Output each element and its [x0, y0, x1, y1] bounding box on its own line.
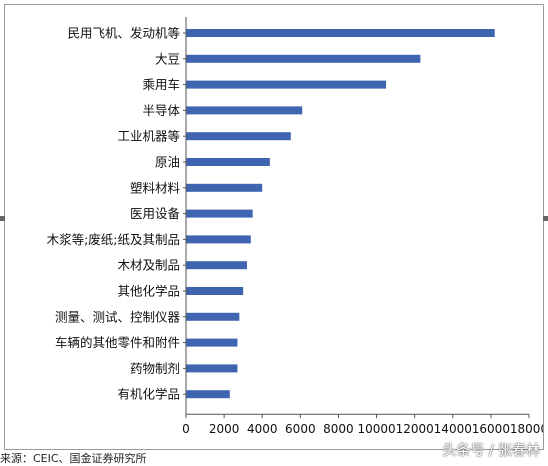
- bar: [186, 80, 387, 89]
- resize-handle-right[interactable]: [543, 216, 548, 221]
- x-tick-label: 6000: [285, 422, 316, 436]
- resize-handle-left[interactable]: [0, 216, 5, 221]
- bar: [186, 287, 244, 295]
- bar: [186, 183, 263, 192]
- bar: [186, 106, 303, 115]
- x-tick-label: 16000: [472, 422, 510, 436]
- watermark: 头条号 / 张春林: [442, 443, 540, 459]
- bar: [186, 158, 270, 166]
- x-tick-label: 0: [182, 422, 190, 436]
- x-tick-label: 12000: [396, 422, 434, 436]
- category-label: 有机化学品: [117, 387, 180, 402]
- bar: [186, 312, 240, 321]
- category-label: 民用飞机、发动机等: [67, 26, 180, 41]
- category-label: 其他化学品: [117, 284, 180, 299]
- bar: [186, 390, 230, 399]
- bar: [186, 29, 495, 37]
- x-tick-label: 2000: [209, 422, 240, 436]
- category-label: 木材及制品: [117, 258, 180, 273]
- x-tick-label: 14000: [434, 422, 472, 436]
- category-label: 大豆: [155, 51, 180, 66]
- category-label: 测量、测试、控制仪器: [55, 309, 181, 324]
- x-tick-label: 18000: [510, 422, 543, 436]
- category-label: 药物制剂: [130, 361, 180, 376]
- category-label: 乘用车: [142, 77, 180, 92]
- x-tick-label: 10000: [357, 422, 395, 436]
- bar: [186, 235, 251, 244]
- bar: [186, 261, 247, 270]
- bar-chart: 民用飞机、发动机等大豆乘用车半导体工业机器等原油塑料材料医用设备木浆等;废纸;纸…: [47, 17, 543, 436]
- source-note: 来源：CEIC、国金证券研究所: [0, 452, 147, 465]
- category-label: 半导体: [142, 103, 180, 118]
- category-label: 塑料材料: [130, 180, 181, 195]
- bar: [186, 132, 291, 141]
- x-tick-label: 4000: [247, 422, 278, 436]
- bar: [186, 209, 253, 218]
- category-label: 原油: [155, 155, 180, 170]
- category-label: 木浆等;废纸;纸及其制品: [47, 232, 180, 247]
- category-label: 医用设备: [130, 206, 181, 221]
- bar: [186, 364, 238, 373]
- x-tick-label: 8000: [323, 422, 354, 436]
- category-label: 车辆的其他零件和附件: [55, 335, 180, 350]
- category-label: 工业机器等: [117, 129, 180, 144]
- bar: [186, 54, 421, 63]
- bar: [186, 338, 238, 347]
- chart-frame: 民用飞机、发动机等大豆乘用车半导体工业机器等原油塑料材料医用设备木浆等;废纸;纸…: [4, 4, 544, 450]
